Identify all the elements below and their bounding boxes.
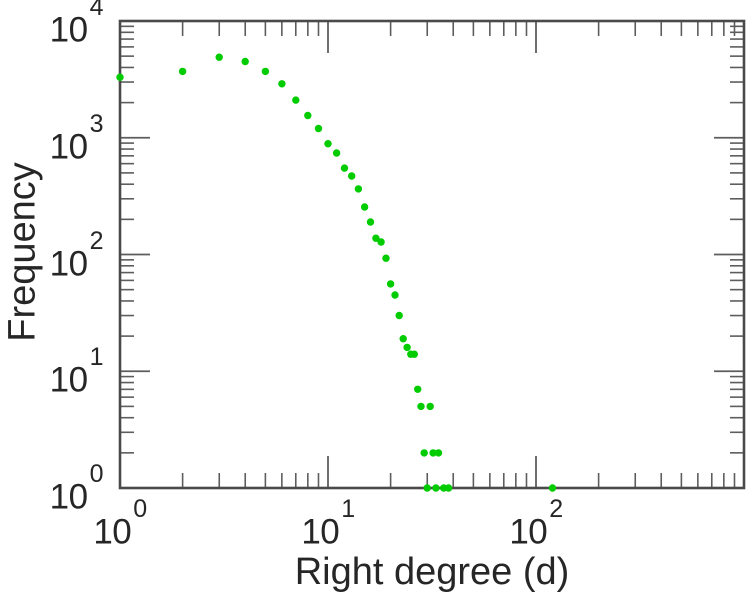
y-tick-label: 100	[49, 460, 104, 517]
data-point	[429, 449, 437, 457]
data-point	[414, 385, 422, 393]
data-point	[314, 124, 323, 133]
data-point	[354, 185, 363, 193]
data-point	[548, 484, 557, 492]
y-tick-label: 104	[49, 0, 104, 50]
data-point	[372, 234, 380, 242]
data-point	[360, 203, 369, 211]
data-point	[399, 335, 407, 343]
y-axis-title: Frequency	[1, 162, 44, 342]
data-point	[420, 449, 428, 457]
data-point	[403, 343, 411, 352]
data-point	[278, 80, 286, 88]
data-point	[116, 73, 124, 81]
data-point	[178, 67, 187, 76]
data-point	[324, 140, 332, 148]
y-tick-label: 101	[49, 343, 104, 400]
data-point	[292, 96, 300, 104]
data-point	[444, 484, 453, 492]
data-point	[432, 484, 440, 492]
data-point	[426, 402, 434, 411]
x-tick-label: 102	[509, 495, 563, 552]
data-point	[410, 350, 418, 358]
y-tick-label: 103	[49, 109, 104, 167]
y-tick-label: 102	[49, 226, 104, 284]
data-point	[395, 311, 403, 320]
data-point	[423, 484, 431, 492]
data-point	[377, 238, 385, 246]
x-axis-title: Right degree (d)	[294, 551, 570, 593]
x-tick-label: 101	[301, 495, 355, 552]
data-point	[241, 57, 249, 66]
data-point	[348, 172, 356, 180]
data-point	[382, 254, 390, 262]
data-point	[340, 164, 349, 172]
data-point	[391, 291, 399, 299]
data-point	[386, 280, 395, 288]
data-point	[261, 67, 270, 76]
data-point	[366, 218, 375, 226]
x-tick-label: 100	[93, 495, 147, 552]
data-point	[215, 53, 223, 61]
data-point	[304, 111, 312, 120]
data-point	[417, 402, 425, 411]
plot-frame	[118, 19, 746, 490]
data-point	[332, 149, 341, 157]
data-point	[434, 449, 443, 457]
